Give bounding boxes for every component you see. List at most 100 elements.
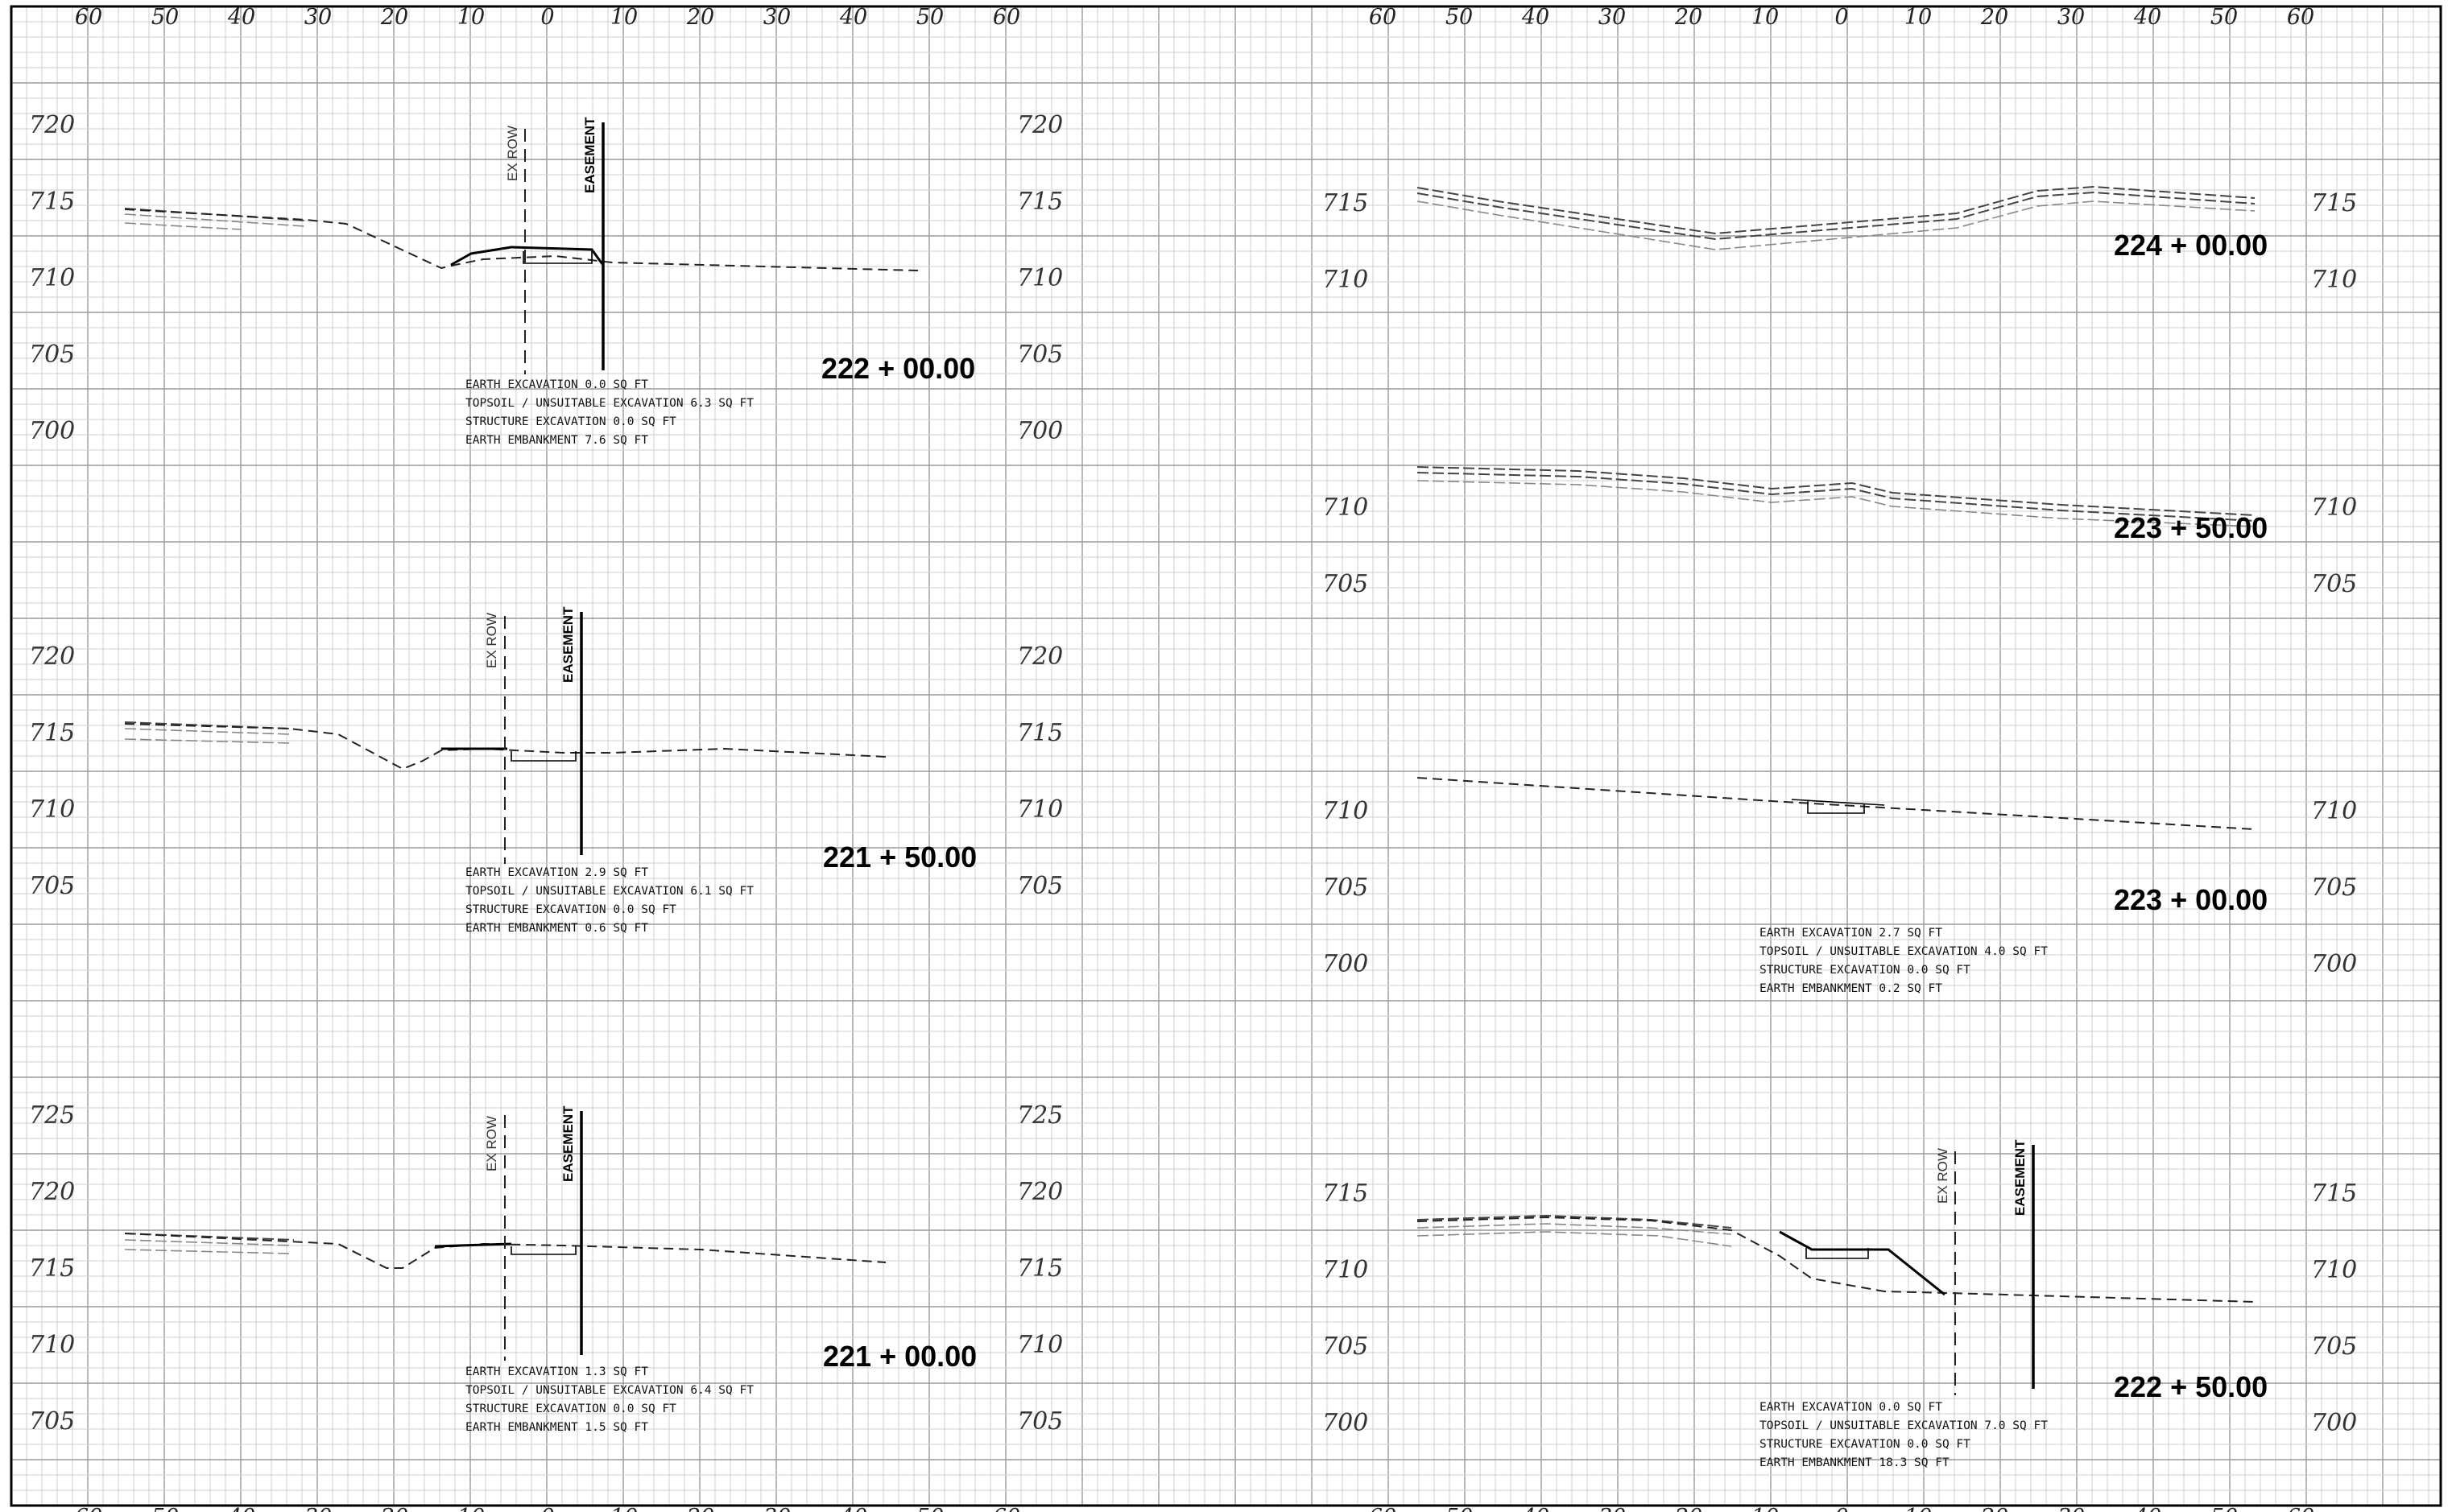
offset-tick-label: 40 bbox=[2133, 1505, 2161, 1512]
offset-tick-label: 50 bbox=[151, 5, 179, 30]
offset-tick-label: 30 bbox=[2057, 5, 2085, 30]
offset-tick-label: 30 bbox=[2057, 1505, 2085, 1512]
elevation-label-right: 710 bbox=[1017, 1331, 1063, 1359]
sheet-border bbox=[10, 5, 2442, 1507]
existing-ground-line bbox=[1416, 1216, 2256, 1303]
offset-tick-label: 0 bbox=[540, 1505, 554, 1512]
elevation-label-left: 705 bbox=[1322, 570, 1368, 598]
quantity-line: EARTH EXCAVATION 0.0 SQ FT bbox=[1759, 1401, 1942, 1414]
quantity-line: STRUCTURE EXCAVATION 0.0 SQ FT bbox=[1759, 964, 1970, 977]
offset-tick-label: 40 bbox=[227, 5, 255, 30]
existing-pavement-bottom bbox=[124, 1239, 293, 1254]
elevation-labels: 715 710 705 700 715 710 705 700 bbox=[1322, 1179, 2357, 1437]
existing-pavement-mid bbox=[1416, 191, 2256, 241]
quantity-line: TOPSOIL / UNSUITABLE EXCAVATION 7.0 SQ F… bbox=[1759, 1419, 2048, 1432]
quantity-line: EARTH EXCAVATION 2.7 SQ FT bbox=[1759, 927, 1942, 940]
proposed-subbase bbox=[511, 751, 577, 762]
existing-pavement-bottom bbox=[124, 213, 305, 230]
offset-tick-label: 10 bbox=[457, 5, 485, 30]
offset-tick-label: 60 bbox=[2287, 1505, 2314, 1512]
quantity-line: EARTH EMBANKMENT 18.3 SQ FT bbox=[1759, 1456, 1950, 1469]
existing-ground-line bbox=[124, 1233, 887, 1269]
existing-pavement-top bbox=[1416, 466, 2256, 516]
offset-tick-label: 20 bbox=[1674, 1505, 1702, 1512]
elevation-label-left: 715 bbox=[29, 188, 75, 216]
quantity-line: EARTH EXCAVATION 0.0 SQ FT bbox=[465, 378, 648, 391]
existing-pavement-bottom bbox=[1416, 480, 2256, 527]
elevation-label-left: 715 bbox=[29, 719, 75, 747]
quantity-line: TOPSOIL / UNSUITABLE EXCAVATION 6.3 SQ F… bbox=[465, 397, 754, 410]
station-label: 222 + 50.00 bbox=[2114, 1370, 2268, 1403]
existing-pavement-bottom bbox=[1416, 200, 2256, 250]
proposed-subbase bbox=[1807, 801, 1865, 814]
section-224-00: 715 710 715 710 224 + 00.00 bbox=[1322, 185, 2357, 294]
quantity-line: STRUCTURE EXCAVATION 0.0 SQ FT bbox=[1759, 1438, 1970, 1451]
easement-label: EASEMENT bbox=[560, 1105, 576, 1182]
offset-tick-label: 20 bbox=[380, 1505, 408, 1512]
existing-pavement-mid bbox=[1416, 472, 2256, 522]
station-label: 223 + 50.00 bbox=[2114, 511, 2268, 544]
existing-pavement-top bbox=[124, 1233, 295, 1241]
elevation-label-left: 705 bbox=[29, 1407, 75, 1436]
offset-tick-label: 10 bbox=[1904, 5, 1932, 30]
section-223-00: 710 705 700 710 705 700 223 + 00.00 EARTH EXC… bbox=[1322, 777, 2357, 995]
offset-tick-label: 10 bbox=[457, 1505, 485, 1512]
proposed-surface bbox=[434, 1242, 512, 1248]
offset-tick-label: 0 bbox=[540, 5, 554, 30]
elevation-label-left: 725 bbox=[29, 1101, 75, 1130]
elevation-label-right: 705 bbox=[1017, 872, 1063, 900]
elevation-label-left: 700 bbox=[1322, 1409, 1368, 1437]
existing-pavement-bottom bbox=[1416, 1223, 1732, 1247]
section-221-50: 720 715 710 705 720 715 710 705 EX ROW EASEMENT… bbox=[29, 606, 1063, 935]
offset-tick-label: 0 bbox=[1834, 5, 1848, 30]
elevation-label-right: 700 bbox=[2311, 1409, 2357, 1437]
ex-row-label: EX ROW bbox=[1935, 1148, 1950, 1204]
station-label: 222 + 00.00 bbox=[821, 352, 975, 385]
ex-row-label: EX ROW bbox=[484, 613, 499, 668]
elevation-label-right: 715 bbox=[1017, 188, 1063, 216]
elevation-label-right: 700 bbox=[1017, 417, 1063, 445]
elevation-labels: 720 715 710 705 700 720 715 710 705 700 bbox=[29, 111, 1063, 445]
offset-tick-label: 50 bbox=[2210, 1505, 2238, 1512]
elevation-label-left: 710 bbox=[29, 795, 75, 824]
existing-ground-line bbox=[124, 723, 887, 770]
elevation-label-left: 710 bbox=[1322, 494, 1368, 522]
offset-tick-label: 60 bbox=[75, 1505, 102, 1512]
elevation-label-right: 710 bbox=[2311, 797, 2357, 825]
proposed-subbase bbox=[1805, 1248, 1869, 1259]
elevation-label-right: 710 bbox=[2311, 494, 2357, 522]
offset-tick-label: 60 bbox=[75, 5, 102, 30]
quantities-block: EARTH EXCAVATION 1.3 SQ FT TOPSOIL / UNSU… bbox=[465, 1365, 754, 1434]
offset-tick-label: 20 bbox=[1674, 5, 1702, 30]
offset-tick-label: 60 bbox=[1369, 5, 1396, 30]
easement-label: EASEMENT bbox=[582, 117, 597, 193]
offset-tick-label: 40 bbox=[839, 5, 867, 30]
elevation-label-right: 710 bbox=[2311, 266, 2357, 294]
quantity-line: EARTH EMBANKMENT 0.2 SQ FT bbox=[1759, 982, 1942, 995]
section-221-00: 725 720 715 710 705 725 720 715 710 705 EX ROW EA… bbox=[29, 1101, 1063, 1436]
easement-label: EASEMENT bbox=[2012, 1139, 2028, 1216]
offset-tick-label: 50 bbox=[151, 1505, 179, 1512]
offset-tick-label: 10 bbox=[610, 1505, 638, 1512]
quantity-line: TOPSOIL / UNSUITABLE EXCAVATION 4.0 SQ F… bbox=[1759, 945, 2048, 958]
offset-scale-top-left: 60 50 40 30 20 10 0 10 20 30 40 50 60 bbox=[75, 5, 1020, 30]
offset-tick-label: 10 bbox=[1751, 1505, 1779, 1512]
proposed-surface bbox=[450, 246, 604, 266]
station-label: 221 + 50.00 bbox=[823, 841, 977, 874]
quantity-line: EARTH EXCAVATION 2.9 SQ FT bbox=[465, 866, 648, 879]
offset-tick-label: 50 bbox=[916, 5, 944, 30]
elevation-labels: 710 705 700 710 705 700 bbox=[1322, 797, 2357, 978]
elevation-label-left: 700 bbox=[29, 417, 75, 445]
proposed-subbase bbox=[511, 1246, 577, 1255]
elevation-label-left: 705 bbox=[29, 872, 75, 900]
offset-tick-label: 30 bbox=[763, 5, 791, 30]
elevation-label-left: 715 bbox=[1322, 189, 1368, 217]
offset-tick-label: 50 bbox=[1445, 1505, 1473, 1512]
elevation-labels: 710 705 710 705 bbox=[1322, 494, 2357, 598]
quantity-line: STRUCTURE EXCAVATION 0.0 SQ FT bbox=[465, 903, 676, 916]
elevation-label-right: 700 bbox=[2311, 950, 2357, 978]
easement-label: EASEMENT bbox=[560, 606, 576, 683]
grid bbox=[10, 6, 2441, 1506]
offset-tick-label: 40 bbox=[227, 1505, 255, 1512]
